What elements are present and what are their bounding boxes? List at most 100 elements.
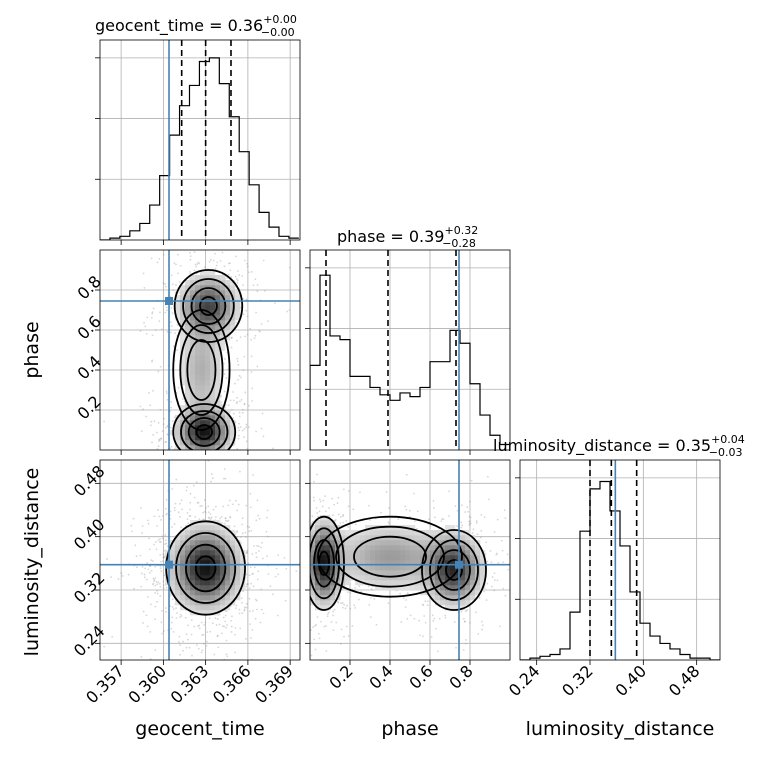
density-cell xyxy=(175,600,181,606)
sample-point xyxy=(255,430,258,433)
density-cell xyxy=(200,275,206,281)
density-cell xyxy=(360,575,366,581)
sample-point xyxy=(481,624,484,627)
density-cell xyxy=(195,545,201,551)
density-cell xyxy=(410,555,416,561)
sample-point xyxy=(170,628,173,630)
density-cell xyxy=(405,585,411,591)
density-cell xyxy=(345,580,351,586)
sample-point xyxy=(234,275,237,278)
sample-point xyxy=(193,269,196,272)
sample-point xyxy=(161,515,164,518)
density-cell xyxy=(345,570,351,576)
sample-point xyxy=(464,511,467,513)
contour-level xyxy=(353,535,427,578)
sample-point xyxy=(197,501,200,504)
density-cell xyxy=(210,610,216,616)
sample-point xyxy=(250,582,253,585)
density-cell xyxy=(190,275,196,281)
density-cell xyxy=(380,555,386,561)
sample-point xyxy=(236,531,238,533)
density-cell xyxy=(350,565,356,571)
sample-point xyxy=(243,403,246,406)
sample-point xyxy=(242,284,244,287)
density-cell xyxy=(355,540,361,546)
sample-point xyxy=(148,565,151,568)
density-cell xyxy=(195,295,201,301)
sample-point xyxy=(218,461,220,463)
sample-point xyxy=(358,585,361,588)
sample-point xyxy=(223,265,226,268)
sample-point xyxy=(231,615,233,618)
density-cell xyxy=(180,575,186,581)
sample-point xyxy=(218,623,221,626)
sample-point xyxy=(325,510,327,513)
ylabel-luminosity-distance: luminosity_distance xyxy=(21,468,43,657)
sample-point xyxy=(237,426,240,429)
sample-point xyxy=(433,617,436,620)
sample-point xyxy=(245,606,248,609)
sample-point xyxy=(206,640,208,643)
ylabel-phase: phase xyxy=(21,321,43,378)
density-cell xyxy=(330,600,336,606)
density-cell xyxy=(195,565,201,571)
density-cell xyxy=(180,425,186,431)
sample-point xyxy=(491,576,494,579)
density-cell xyxy=(410,540,416,546)
density-cell xyxy=(320,590,326,596)
density-cell xyxy=(320,605,326,611)
density-cell xyxy=(380,560,386,566)
sample-point xyxy=(261,557,264,560)
density-cell xyxy=(175,560,181,566)
sample-point xyxy=(171,283,174,286)
sample-point xyxy=(493,530,496,533)
sample-point xyxy=(252,609,254,612)
sample-point xyxy=(236,401,238,403)
sample-point xyxy=(460,610,463,613)
density-cell xyxy=(360,565,366,571)
sample-point xyxy=(232,417,235,419)
density-cell xyxy=(220,540,226,546)
density-cell xyxy=(330,535,336,541)
density-cell xyxy=(220,550,226,556)
sample-point xyxy=(213,247,215,249)
density-cell xyxy=(190,590,196,596)
sample-point xyxy=(424,600,427,603)
sample-point xyxy=(221,251,224,254)
contour-level xyxy=(429,539,479,601)
sample-point xyxy=(437,650,439,653)
sample-point xyxy=(325,649,328,652)
sample-point xyxy=(238,463,240,465)
density-cell xyxy=(225,570,231,576)
density-cell xyxy=(315,565,321,571)
sample-point xyxy=(156,592,159,595)
sample-point xyxy=(222,477,225,480)
sample-point xyxy=(251,629,254,631)
sample-point xyxy=(185,646,188,649)
density-cell xyxy=(335,590,341,596)
sample-point xyxy=(228,499,231,502)
density-cell xyxy=(340,530,346,536)
sample-point xyxy=(166,433,169,436)
density-cell xyxy=(190,410,196,416)
sample-point xyxy=(323,625,326,628)
sample-point xyxy=(405,508,408,511)
density-cell xyxy=(235,565,241,571)
density-cell xyxy=(325,600,331,606)
density-cell xyxy=(410,580,416,586)
density-cell xyxy=(210,540,216,546)
sample-point xyxy=(227,404,230,407)
sample-point xyxy=(462,617,465,620)
density-cell xyxy=(405,575,411,581)
density-cell xyxy=(455,550,461,556)
density-cell xyxy=(430,565,436,571)
sample-point xyxy=(314,624,316,627)
sample-point xyxy=(260,588,263,591)
sample-point xyxy=(444,614,447,617)
density-cell xyxy=(180,315,186,321)
sample-point xyxy=(315,623,317,626)
density-cell xyxy=(445,570,451,576)
density-cell xyxy=(210,605,216,611)
density-cell xyxy=(200,540,206,546)
sample-point xyxy=(461,524,464,527)
